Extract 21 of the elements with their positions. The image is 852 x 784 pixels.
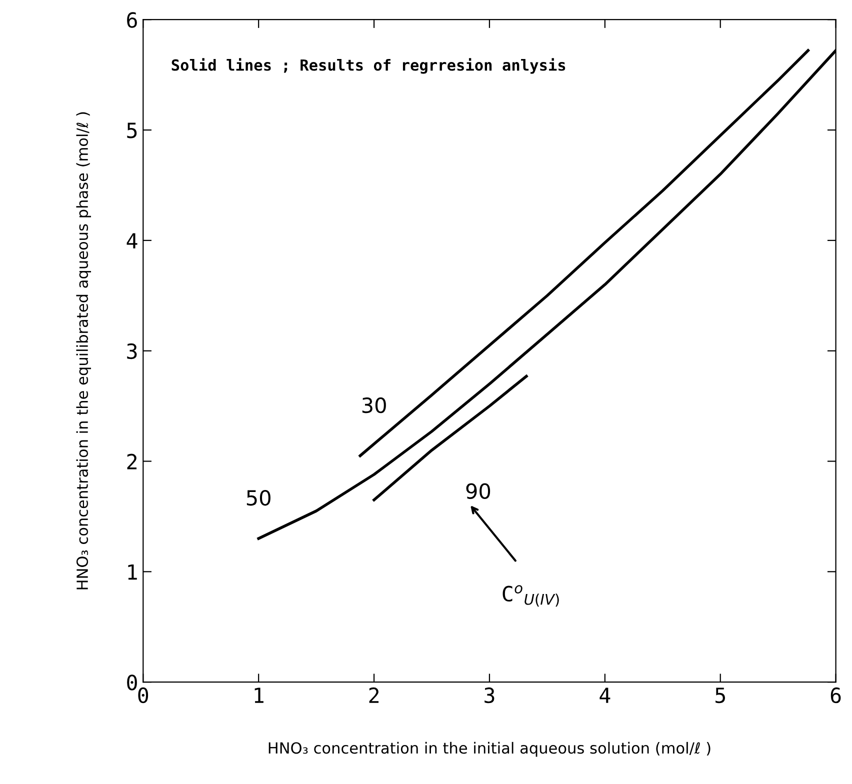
series-label: 50 (246, 490, 270, 506)
y-tick-label: 1 (128, 564, 137, 580)
series-label: 30 (362, 397, 386, 414)
text: 90 (466, 483, 490, 499)
y-tick-label: 5 (127, 122, 137, 138)
y-tick-label: 4 (126, 233, 138, 248)
annotation: C$^{o}$$_{U(IV)}$ (502, 585, 559, 607)
x-tick-label: 2 (369, 687, 379, 703)
x-tick-label: 0 (138, 687, 148, 704)
annotation: Solid lines ; Results of regrresion anlysis (172, 58, 566, 74)
x-tick-label: 5 (716, 688, 725, 704)
y-tick-label: 2 (127, 454, 137, 470)
x-tick-label: 4 (600, 688, 610, 703)
x-axis-title: HNO₃ concentration in the initial aqueous solution (mol/ℓ ) (268, 742, 710, 757)
x-tick-label: 6 (830, 687, 841, 704)
x-tick-label: 1 (254, 688, 264, 703)
y-tick-label: 0 (127, 674, 137, 690)
y-axis-title: HNO₃ concentration in the equilibrated aqueous phase (mol/ℓ ) (76, 112, 92, 590)
y-tick-label: 6 (127, 12, 137, 28)
y-tick-label: 3 (127, 343, 137, 360)
x-tick-label: 3 (484, 687, 494, 704)
